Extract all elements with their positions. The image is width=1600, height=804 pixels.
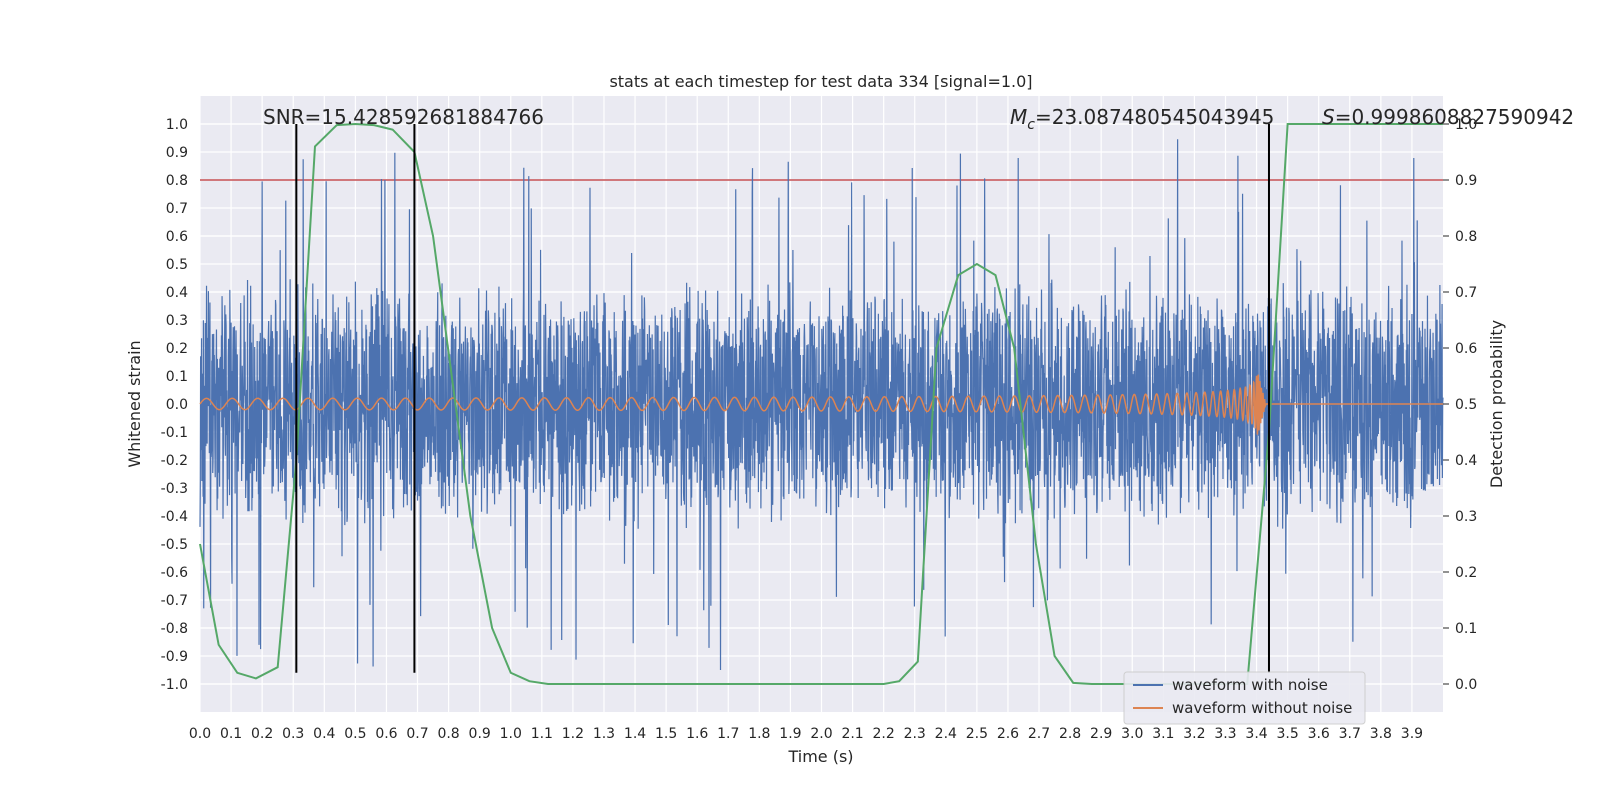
x-tick-label: 2.4 [935, 726, 957, 742]
x-tick-label: 1.7 [717, 726, 739, 742]
y-tick-label: 0.6 [166, 229, 188, 245]
legend-label-noise: waveform with noise [1172, 676, 1328, 694]
y-tick-label: -0.5 [161, 537, 188, 553]
tick-labels: 0.0 0.1 0.2 0.3 0.4 0.5 0.6 0.7 0.8 0.9 1.0 1.1 1.2 1… [161, 117, 1478, 742]
x-tick-label: 2.3 [904, 726, 926, 742]
x-tick-label: 1.4 [624, 726, 646, 742]
y-tick-label: 0.0 [166, 397, 188, 413]
score-annotation: S=0.9998608827590942 [1322, 105, 1574, 129]
x-tick-label: 3.4 [1245, 726, 1267, 742]
y-tick-label: 0.7 [166, 201, 188, 217]
y-tick-label: -0.7 [161, 593, 188, 609]
x-tick-label: 2.6 [997, 726, 1019, 742]
y-tick-label: 0.8 [166, 173, 188, 189]
series-waveform-without-noise [199, 374, 1443, 435]
y2-axis-label: Detection probability [1487, 320, 1506, 488]
y-tick-label: -0.2 [161, 453, 188, 469]
y-tick-label: 0.4 [166, 285, 188, 301]
y-tick-label: 0.9 [166, 145, 188, 161]
x-tick-label: 2.1 [841, 726, 863, 742]
x-tick-label: 0.3 [282, 726, 304, 742]
x-tick-label: 0.1 [220, 726, 242, 742]
noise-layer [199, 139, 1444, 670]
legend-label-signal: waveform without noise [1172, 699, 1352, 717]
x-axis-label: Time (s) [787, 747, 853, 766]
y2-tick-label: 0.3 [1455, 509, 1477, 525]
y2-tick-label: 0.4 [1455, 453, 1477, 469]
x-tick-label: 3.2 [1183, 726, 1205, 742]
x-tick-label: 1.2 [562, 726, 584, 742]
x-tick-label: 1.9 [779, 726, 801, 742]
y-tick-label: -0.9 [161, 649, 188, 665]
legend: waveform with noise waveform without noi… [1123, 671, 1366, 725]
x-tick-label: 0.2 [251, 726, 273, 742]
x-tick-label: 3.1 [1152, 726, 1174, 742]
x-tick-label: 2.5 [966, 726, 988, 742]
y2-tick-label: 1.0 [1455, 117, 1477, 133]
x-tick-label: 1.1 [531, 726, 553, 742]
x-tick-label: 0.8 [437, 726, 459, 742]
y2-tick-label: 0.0 [1455, 677, 1477, 693]
y2-tick-label: 0.1 [1455, 621, 1477, 637]
x-tick-label: 2.8 [1059, 726, 1081, 742]
x-tick-label: 1.3 [593, 726, 615, 742]
legend-box [1123, 671, 1366, 725]
x-tick-label: 2.0 [810, 726, 832, 742]
x-tick-label: 3.3 [1214, 726, 1236, 742]
y2-tick-label: 0.2 [1455, 565, 1477, 581]
x-tick-label: 2.9 [1090, 726, 1112, 742]
y-tick-label: 1.0 [166, 117, 188, 133]
vline-layer [295, 124, 1270, 673]
x-tick-label: 2.2 [873, 726, 895, 742]
y-tick-label: 0.3 [166, 313, 188, 329]
y-tick-label: -0.3 [161, 481, 188, 497]
x-tick-label: 0.7 [406, 726, 428, 742]
x-tick-label: 3.6 [1308, 726, 1330, 742]
x-tick-label: 3.0 [1121, 726, 1143, 742]
y2-tick-label: 0.5 [1455, 397, 1477, 413]
y2-tick-label: 0.6 [1455, 341, 1477, 357]
y-tick-label: -0.4 [161, 509, 188, 525]
y-tick-label: -0.1 [161, 425, 188, 441]
y-tick-label: -1.0 [161, 677, 188, 693]
x-tick-label: 3.9 [1401, 726, 1423, 742]
chirp-mass-annotation: Mc=23.087480545043945 [1010, 105, 1274, 133]
x-tick-label: 0.0 [189, 726, 211, 742]
y-axis-label: Whitened strain [125, 340, 144, 467]
x-tick-label: 2.7 [1028, 726, 1050, 742]
signal-layer [199, 374, 1443, 435]
x-tick-label: 3.7 [1339, 726, 1361, 742]
x-tick-label: 0.9 [469, 726, 491, 742]
y2-tick-label: 0.8 [1455, 229, 1477, 245]
y-tick-label: -0.6 [161, 565, 188, 581]
y-tick-label: 0.2 [166, 341, 188, 357]
x-tick-label: 1.0 [500, 726, 522, 742]
snr-annotation: SNR=15.428592681884766 [263, 105, 544, 129]
x-tick-label: 1.8 [748, 726, 770, 742]
x-tick-label: 3.8 [1370, 726, 1392, 742]
x-tick-label: 0.5 [344, 726, 366, 742]
y-tick-label: 0.1 [166, 369, 188, 385]
x-tick-label: 1.6 [686, 726, 708, 742]
x-tick-label: 3.5 [1276, 726, 1298, 742]
x-tick-label: 0.6 [375, 726, 397, 742]
y-tick-label: 0.5 [166, 257, 188, 273]
y2-tick-label: 0.7 [1455, 285, 1477, 301]
x-tick-label: 0.4 [313, 726, 335, 742]
chart-title: stats at each timestep for test data 334… [609, 72, 1032, 91]
y2-tick-label: 0.9 [1455, 173, 1477, 189]
series-waveform-with-noise [199, 139, 1444, 670]
x-tick-label: 1.5 [655, 726, 677, 742]
y-tick-label: -0.8 [161, 621, 188, 637]
